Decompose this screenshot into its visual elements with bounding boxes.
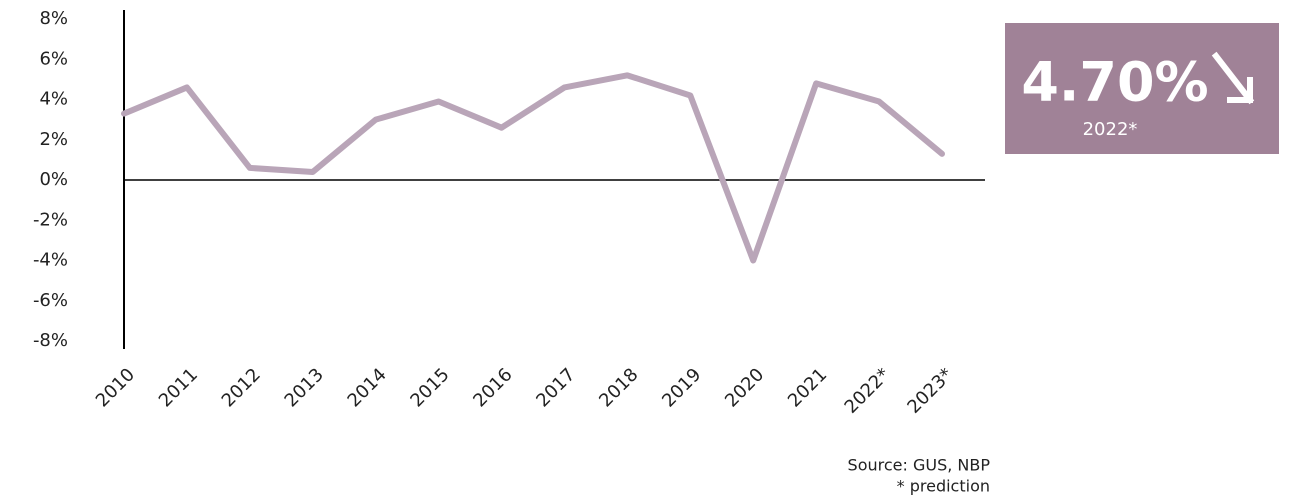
y-tick-label: -4% xyxy=(33,250,68,271)
callout-label: 2022* xyxy=(1083,119,1138,140)
x-tick-label: 2018 xyxy=(595,364,642,411)
source: Source: GUS, NBP xyxy=(848,456,991,475)
line-series xyxy=(121,72,945,264)
callout-arrow xyxy=(1211,51,1255,105)
y-tick-label: -2% xyxy=(33,209,68,230)
x-tick-label: 2021 xyxy=(784,364,831,411)
note: * prediction xyxy=(897,477,990,496)
x-tick-label: 2011 xyxy=(155,364,202,411)
x-tick-label: 2022* xyxy=(841,364,895,418)
x-tick-label: 2017 xyxy=(532,364,579,411)
y-tick-label: 4% xyxy=(39,89,68,110)
x-tick-label: 2015 xyxy=(406,364,453,411)
x-tick-label: 2012 xyxy=(218,364,265,411)
y-tick-label: 8% xyxy=(39,8,68,29)
callout-box xyxy=(1005,23,1279,154)
x-tick-label: 2013 xyxy=(281,364,328,411)
y-tick-label: 0% xyxy=(39,169,68,190)
x-tick-label: 2019 xyxy=(658,364,705,411)
y-tick-label: -6% xyxy=(33,290,68,311)
y-tick-label: 6% xyxy=(39,48,68,69)
y-tick-label: -8% xyxy=(33,330,68,351)
x-tick-label: 2016 xyxy=(469,364,516,411)
x-tick-label: 2010 xyxy=(92,364,139,411)
y-tick-label: 2% xyxy=(39,129,68,150)
x-tick-label: 2023* xyxy=(903,364,957,418)
x-tick-label: 2020 xyxy=(721,364,768,411)
callout-value: 4.70% xyxy=(1021,51,1208,114)
x-tick-label: 2014 xyxy=(344,364,391,411)
